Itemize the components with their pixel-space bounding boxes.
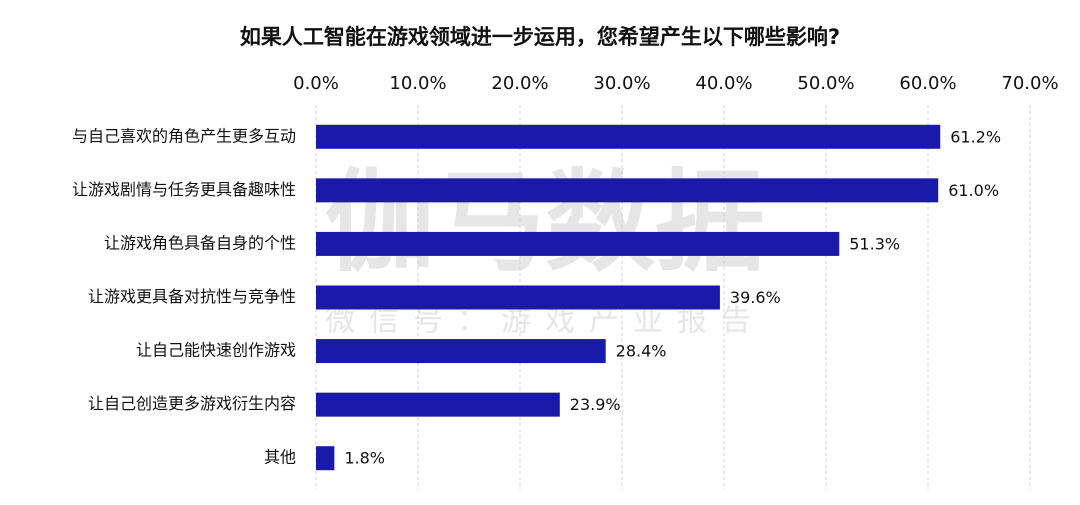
bar bbox=[316, 124, 941, 149]
bar bbox=[316, 339, 606, 364]
bar bbox=[316, 446, 335, 471]
value-label: 28.4% bbox=[616, 342, 667, 361]
x-tick-label: 30.0% bbox=[593, 73, 650, 94]
x-tick-label: 40.0% bbox=[695, 73, 752, 94]
value-label: 23.9% bbox=[570, 395, 621, 414]
value-label: 51.3% bbox=[849, 234, 900, 253]
y-tick-label: 让游戏剧情与任务更具备趣味性 bbox=[72, 180, 296, 199]
y-tick-label: 让自己创造更多游戏衍生内容 bbox=[88, 394, 296, 413]
bar bbox=[316, 392, 560, 417]
y-tick-label: 其他 bbox=[264, 448, 296, 467]
chart-title: 如果人工智能在游戏领域进一步运用，您希望产生以下哪些影响? bbox=[240, 25, 840, 49]
bar bbox=[316, 178, 939, 203]
x-tick-label: 0.0% bbox=[293, 73, 339, 94]
y-tick-label: 让游戏更具备对抗性与竞争性 bbox=[88, 287, 296, 306]
bar bbox=[316, 285, 720, 310]
bar bbox=[316, 231, 840, 256]
value-label: 61.2% bbox=[950, 127, 1001, 146]
value-label: 61.0% bbox=[948, 181, 999, 200]
watermark: 伽马数据 bbox=[325, 158, 765, 286]
y-tick-label: 让游戏角色具备自身的个性 bbox=[104, 233, 296, 252]
y-tick-label: 让自己能快速创作游戏 bbox=[136, 341, 296, 360]
x-tick-label: 70.0% bbox=[1001, 73, 1058, 94]
x-tick-label: 20.0% bbox=[491, 73, 548, 94]
x-tick-label: 10.0% bbox=[389, 73, 446, 94]
x-tick-label: 50.0% bbox=[797, 73, 854, 94]
value-label: 1.8% bbox=[344, 449, 385, 468]
y-tick-label: 与自己喜欢的角色产生更多互动 bbox=[72, 126, 296, 145]
value-label: 39.6% bbox=[730, 288, 781, 307]
x-tick-label: 60.0% bbox=[899, 73, 956, 94]
